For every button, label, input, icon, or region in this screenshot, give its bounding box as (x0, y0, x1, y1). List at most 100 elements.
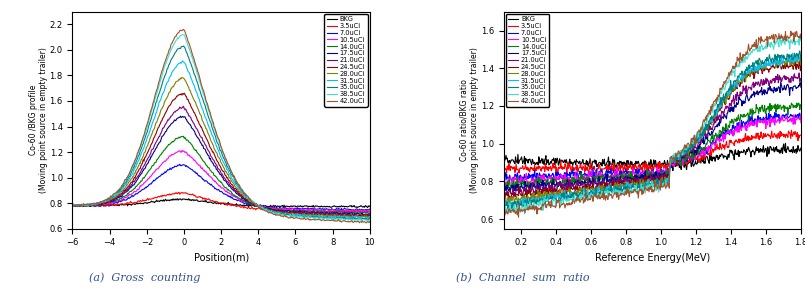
10.5uCi (660, 171, 670, 175)
17.5uCi (283, 209, 293, 212)
28.0uCi (790, 60, 799, 63)
BKG (186, 198, 196, 201)
Line: 21.0uCi: 21.0uCi (504, 73, 801, 201)
14.0uCi (255, 206, 265, 209)
Line: 14.0uCi: 14.0uCi (504, 103, 801, 190)
42.0uCi (284, 216, 294, 219)
10.5uCi (283, 207, 293, 210)
17.5uCi (660, 173, 670, 176)
31.5uCi (255, 205, 265, 208)
31.5uCi (178, 59, 188, 63)
42.0uCi (68, 203, 77, 207)
3.5uCi (743, 134, 753, 138)
24.5uCi (796, 64, 805, 68)
Y-axis label: Co-60 /BKG profile
(Moving point source in empty trailer): Co-60 /BKG profile (Moving point source … (29, 47, 48, 193)
24.5uCi (364, 215, 374, 219)
10.5uCi (365, 209, 374, 213)
14.0uCi (179, 134, 188, 138)
Line: BKG: BKG (504, 143, 801, 171)
3.5uCi (164, 192, 174, 196)
10.5uCi (359, 210, 369, 214)
17.5uCi (365, 212, 374, 216)
38.5uCi (790, 38, 799, 41)
28.0uCi (642, 181, 652, 185)
35.0uCi (103, 198, 113, 201)
21.0uCi (795, 71, 804, 75)
35.0uCi (348, 218, 357, 222)
21.0uCi (164, 117, 174, 120)
14.0uCi (344, 212, 353, 216)
3.5uCi (103, 204, 113, 207)
14.0uCi (499, 183, 509, 187)
7.0uCi (68, 203, 77, 207)
28.0uCi (676, 153, 686, 156)
BKG (743, 148, 753, 152)
38.5uCi (284, 214, 294, 217)
21.0uCi (68, 204, 77, 208)
38.5uCi (164, 52, 174, 56)
31.5uCi (540, 205, 550, 209)
31.5uCi (284, 212, 294, 216)
17.5uCi (175, 114, 185, 118)
21.0uCi (186, 116, 196, 120)
38.5uCi (68, 203, 77, 207)
Line: 3.5uCi: 3.5uCi (72, 192, 369, 212)
14.0uCi (186, 142, 196, 146)
10.5uCi (186, 155, 196, 159)
BKG (283, 205, 293, 208)
7.0uCi (255, 204, 265, 208)
35.0uCi (68, 204, 77, 208)
31.5uCi (791, 53, 800, 57)
Line: 35.0uCi: 35.0uCi (504, 51, 801, 211)
28.0uCi (177, 76, 187, 79)
7.0uCi (796, 116, 805, 119)
Line: 21.0uCi: 21.0uCi (72, 106, 369, 216)
14.0uCi (103, 200, 113, 204)
24.5uCi (164, 104, 174, 108)
31.5uCi (103, 198, 113, 201)
BKG (676, 168, 686, 171)
17.5uCi (743, 97, 753, 101)
42.0uCi (499, 210, 509, 213)
35.0uCi (365, 217, 374, 220)
7.0uCi (770, 111, 779, 115)
BKG (796, 146, 805, 150)
7.0uCi (175, 163, 184, 166)
BKG (255, 203, 265, 207)
BKG (781, 142, 791, 145)
17.5uCi (103, 200, 113, 204)
17.5uCi (186, 124, 196, 128)
21.0uCi (642, 179, 651, 183)
3.5uCi (786, 128, 796, 132)
35.0uCi (796, 59, 805, 62)
3.5uCi (365, 210, 374, 214)
38.5uCi (796, 39, 805, 42)
3.5uCi (284, 208, 294, 211)
7.0uCi (660, 170, 670, 173)
31.5uCi (660, 179, 670, 182)
3.5uCi (174, 190, 184, 194)
35.0uCi (283, 213, 293, 216)
17.5uCi (796, 86, 805, 89)
10.5uCi (177, 149, 187, 152)
21.0uCi (742, 89, 752, 93)
35.0uCi (284, 214, 294, 217)
7.0uCi (641, 169, 650, 173)
BKG (285, 205, 295, 208)
38.5uCi (641, 191, 650, 195)
BKG (365, 204, 374, 208)
28.0uCi (365, 215, 374, 219)
21.0uCi (283, 210, 293, 214)
14.0uCi (743, 111, 753, 115)
31.5uCi (676, 152, 686, 155)
10.5uCi (500, 185, 510, 188)
Line: 31.5uCi: 31.5uCi (504, 53, 801, 207)
21.0uCi (675, 152, 685, 156)
Legend: BKG, 3.5uCi, 7.0uCi, 10.5uCi, 14.0uCi, 17.5uCi, 21.0uCi, 24.5uCi, 28.0uCi, 31.5u: BKG, 3.5uCi, 7.0uCi, 10.5uCi, 14.0uCi, 1… (506, 14, 549, 107)
7.0uCi (365, 207, 374, 211)
7.0uCi (642, 170, 652, 174)
14.0uCi (68, 204, 77, 207)
3.5uCi (676, 160, 686, 163)
42.0uCi (796, 37, 805, 40)
31.5uCi (642, 179, 652, 182)
